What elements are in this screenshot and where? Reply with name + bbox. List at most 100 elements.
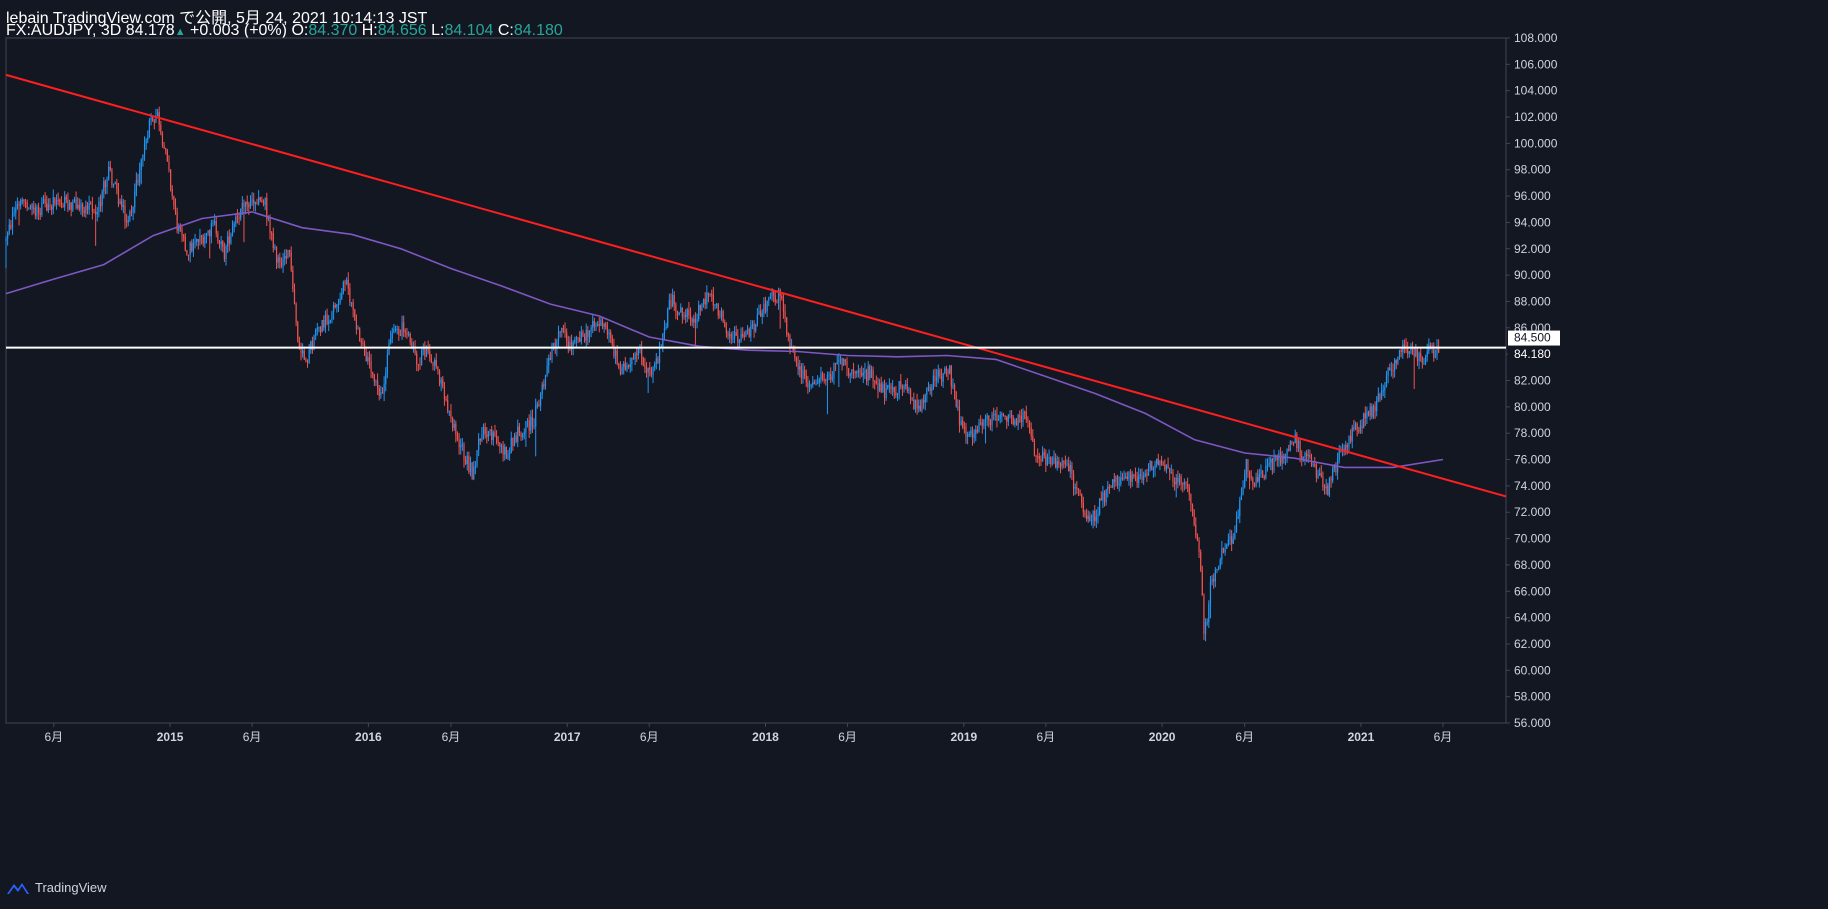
candle-body	[380, 392, 382, 396]
candle-body	[492, 432, 494, 441]
candle-body	[1144, 473, 1146, 476]
candle-body	[5, 238, 7, 241]
candle-body	[544, 375, 547, 387]
candle-body	[807, 382, 809, 388]
candle-body	[292, 269, 294, 290]
candle-body	[332, 304, 335, 313]
candle-body	[575, 337, 578, 341]
candle-body	[1410, 348, 1412, 352]
last-price-value: 84.180	[1514, 347, 1551, 361]
candle-body	[1102, 492, 1104, 501]
candle-body	[874, 380, 876, 382]
trendline[interactable]	[5, 73, 1507, 498]
overlays-layer	[5, 73, 1507, 498]
candle-body	[178, 227, 180, 231]
candle-body	[316, 328, 318, 330]
candle-body	[122, 205, 124, 207]
y-tick-label: 100.000	[1514, 136, 1558, 150]
candle-body	[905, 384, 907, 386]
candle-body	[567, 341, 569, 348]
candle-body	[1053, 457, 1055, 464]
candle-body	[1382, 390, 1384, 392]
candle-body	[678, 312, 680, 316]
candle-body	[789, 335, 791, 347]
candle-body	[1397, 357, 1399, 364]
y-tick-label: 66.000	[1514, 584, 1551, 598]
candle-body	[1001, 413, 1003, 415]
candle-body	[337, 303, 340, 305]
candle-body	[378, 387, 380, 396]
candle-body	[549, 358, 551, 360]
candle-body	[745, 330, 747, 337]
x-tick-label: 6月	[1036, 730, 1055, 744]
candle-body	[1025, 412, 1027, 420]
candle-body	[836, 361, 838, 364]
candle-body	[341, 293, 343, 299]
candle-body	[202, 236, 204, 244]
candle-body	[1265, 465, 1267, 478]
candle-body	[1115, 476, 1117, 483]
candle-body	[1050, 457, 1052, 464]
candle-body	[303, 350, 305, 360]
candle-body	[764, 303, 767, 312]
candle-body	[636, 353, 638, 356]
candle-body	[1359, 425, 1362, 432]
candle-body	[859, 370, 861, 374]
candle-body	[983, 419, 985, 427]
candle-body	[1309, 454, 1311, 458]
candle-body	[1350, 435, 1352, 442]
candle-body	[908, 389, 910, 391]
candle-body	[1322, 476, 1324, 488]
candle-body	[23, 199, 25, 203]
candle-body	[755, 324, 757, 331]
candle-body	[179, 227, 181, 229]
candle-body	[919, 405, 921, 412]
candle-body	[1007, 415, 1009, 422]
candle-body	[896, 393, 899, 396]
candle-body	[1319, 473, 1321, 475]
candle-body	[914, 399, 917, 409]
candle-body	[181, 228, 183, 235]
candle-body	[259, 197, 261, 200]
candle-body	[1201, 570, 1203, 596]
candle-body	[1089, 515, 1091, 522]
candle-body	[236, 216, 239, 218]
candle-body	[199, 235, 201, 242]
candle-body	[626, 365, 628, 370]
candle-body	[165, 148, 167, 151]
candle-body	[980, 422, 982, 424]
candle-body	[1229, 536, 1231, 540]
candle-body	[59, 199, 61, 202]
candle-body	[437, 366, 439, 371]
candle-body	[91, 204, 93, 212]
candle-body	[649, 367, 651, 370]
candle-body	[642, 357, 644, 366]
tradingview-footer[interactable]: TradingView	[6, 880, 107, 895]
candle-body	[1341, 448, 1344, 450]
candle-body	[624, 363, 626, 370]
candle-body	[1147, 468, 1150, 476]
candle-body	[355, 320, 358, 330]
candle-body	[1002, 413, 1005, 416]
candle-body	[1204, 622, 1207, 634]
candle-body	[262, 202, 265, 205]
candle-body	[363, 344, 366, 356]
candle-body	[1051, 463, 1053, 465]
candle-body	[1366, 411, 1368, 419]
candle-body	[241, 203, 243, 209]
candle-body	[1100, 498, 1102, 501]
candle-body	[479, 438, 481, 441]
candle-body	[1239, 499, 1241, 517]
candle-body	[419, 364, 421, 366]
candle-body	[833, 363, 835, 378]
candle-body	[1193, 510, 1195, 525]
candle-body	[329, 319, 331, 322]
candle-body	[794, 350, 796, 358]
candle-body	[295, 304, 297, 323]
candle-body	[841, 358, 843, 366]
candle-body	[109, 166, 111, 170]
candle-body	[1128, 472, 1130, 479]
candle-body	[1384, 386, 1386, 391]
candle-body	[106, 179, 108, 188]
